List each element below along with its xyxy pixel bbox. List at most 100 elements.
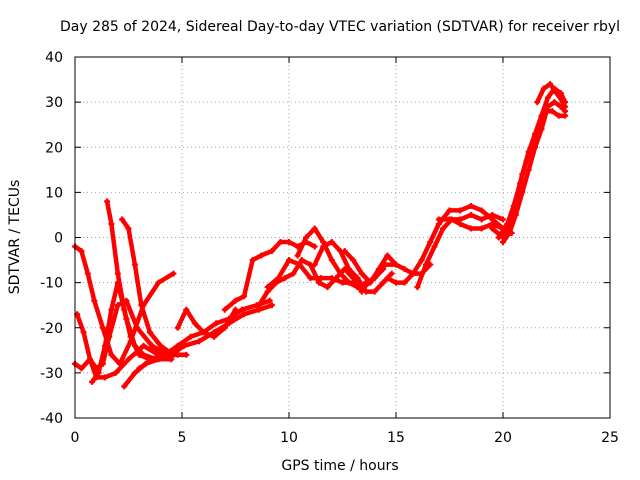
data-point — [393, 261, 399, 268]
data-point — [547, 81, 554, 88]
data-point — [345, 266, 352, 273]
data-point — [337, 270, 344, 277]
data-point — [384, 252, 391, 259]
data-point — [268, 302, 275, 309]
data-point — [350, 257, 357, 264]
data-point — [358, 270, 365, 277]
data-point — [311, 243, 318, 250]
data-point — [232, 297, 239, 304]
x-tick-label: 25 — [601, 430, 619, 446]
data-point — [89, 378, 96, 385]
data-point — [371, 288, 378, 295]
data-point — [440, 225, 447, 232]
data-point — [258, 252, 265, 259]
plot-frame — [74, 56, 611, 419]
data-point — [339, 279, 346, 286]
data-point — [504, 220, 511, 227]
x-tick-label: 5 — [178, 430, 187, 446]
data-point — [478, 207, 485, 214]
data-point — [136, 365, 143, 372]
data-point — [328, 275, 335, 282]
data-point — [307, 275, 314, 282]
data-point — [78, 365, 85, 372]
data-point — [538, 126, 545, 133]
data-point — [275, 275, 282, 282]
data-point — [84, 270, 91, 277]
y-tick-label: 30 — [45, 95, 63, 111]
data-point — [506, 229, 513, 236]
data-point — [525, 166, 532, 173]
data-point — [517, 180, 524, 187]
data-point — [320, 243, 327, 250]
data-point — [551, 99, 558, 106]
data-point — [140, 342, 147, 349]
series-trace-14 — [311, 239, 395, 295]
data-point — [249, 257, 256, 264]
y-tick-label: -40 — [40, 411, 63, 427]
data-point — [324, 284, 331, 291]
data-point — [294, 252, 301, 259]
data-point — [290, 270, 297, 277]
data-point — [345, 279, 352, 286]
data-point — [281, 275, 288, 282]
data-point — [478, 225, 485, 232]
chart-title: Day 285 of 2024, Sidereal Day-to-day VTE… — [60, 19, 620, 35]
data-point — [311, 261, 318, 268]
y-tick-label: -10 — [40, 276, 63, 292]
data-point — [196, 338, 203, 345]
data-point — [116, 360, 123, 367]
data-point — [268, 248, 275, 255]
data-point — [363, 288, 370, 295]
data-point — [401, 266, 408, 273]
y-tick-label: -30 — [40, 366, 63, 382]
data-point — [211, 333, 218, 340]
x-tick-label: 10 — [280, 430, 298, 446]
x-tick-label: 15 — [387, 430, 405, 446]
data-point — [187, 333, 194, 340]
data-point — [431, 243, 438, 250]
data-point — [80, 329, 87, 336]
y-tick-label: 20 — [45, 140, 63, 156]
data-point — [200, 329, 207, 336]
data-point — [264, 284, 271, 291]
data-point — [540, 85, 547, 92]
data-point — [101, 342, 108, 349]
data-point — [131, 369, 138, 376]
data-point — [559, 99, 566, 106]
data-point — [422, 261, 429, 268]
data-point — [136, 351, 143, 358]
series-line — [72, 343, 176, 380]
data-point — [467, 211, 474, 218]
series-trace-21 — [500, 99, 569, 246]
data-point — [341, 248, 348, 255]
data-point — [435, 216, 442, 223]
data-point — [544, 94, 551, 101]
data-point — [393, 279, 399, 286]
data-point — [318, 275, 325, 282]
data-point — [221, 324, 228, 331]
data-point — [125, 356, 132, 363]
data-point — [512, 211, 519, 218]
data-point — [296, 261, 303, 268]
data-point — [149, 342, 156, 349]
data-point — [427, 239, 434, 246]
series-trace-9 — [174, 306, 239, 340]
data-point — [119, 216, 126, 223]
x-axis-title: GPS time / hours — [281, 458, 398, 474]
data-point — [532, 144, 539, 151]
data-point — [418, 257, 425, 264]
data-point — [446, 207, 453, 214]
data-point — [161, 351, 168, 358]
y-tick-label: -20 — [40, 321, 63, 337]
data-point — [95, 369, 102, 376]
data-point — [101, 374, 108, 381]
data-point — [183, 351, 190, 358]
data-point — [555, 112, 562, 119]
data-point — [380, 279, 387, 286]
data-point — [523, 157, 530, 164]
data-point — [125, 225, 132, 232]
y-axis-title: SDTVAR / TECUs — [7, 180, 23, 295]
data-point — [519, 189, 526, 196]
data-point — [112, 369, 119, 376]
